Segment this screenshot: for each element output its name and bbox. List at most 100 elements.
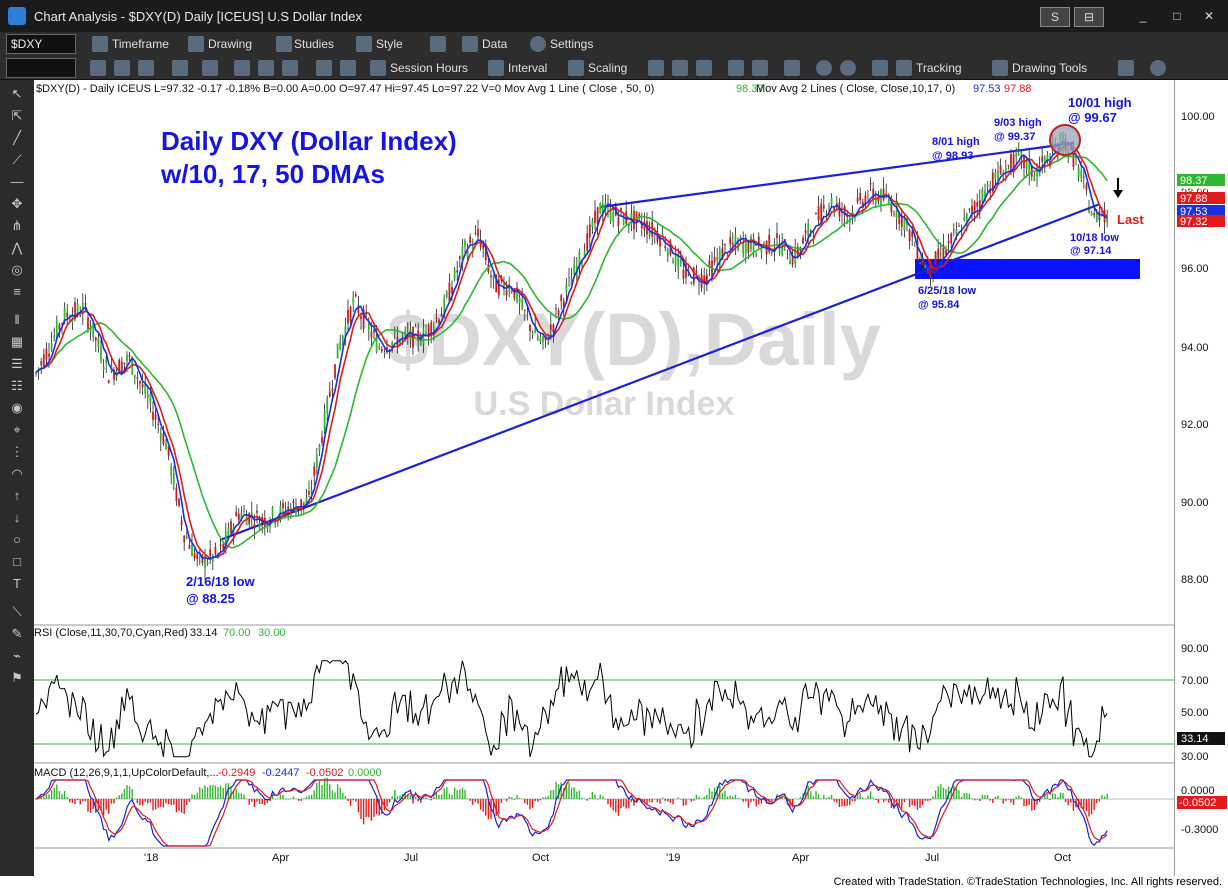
candle-body xyxy=(692,267,695,284)
ma50-line xyxy=(35,155,1108,549)
candle-body xyxy=(994,172,997,180)
layout-button[interactable]: ⊟ xyxy=(1074,7,1104,27)
macd-hist-bar xyxy=(830,794,833,799)
candle-body xyxy=(557,310,560,316)
macd-hist-bar xyxy=(1038,799,1041,802)
s-button[interactable]: S xyxy=(1040,7,1070,27)
secondary-symbol-input[interactable] xyxy=(6,58,76,78)
cycle-icon[interactable]: ⋮ xyxy=(10,444,24,459)
trendline-icon[interactable]: ╱ xyxy=(13,130,21,145)
candle-body xyxy=(380,348,383,352)
text-tool-icon[interactable]: T xyxy=(13,576,21,591)
chart-canvas[interactable]: $DXY(D),Daily U.S Dollar Index $DXY(D) -… xyxy=(34,80,1174,876)
candle-body xyxy=(939,253,942,255)
close-button[interactable]: ✕ xyxy=(1203,9,1215,23)
bar-chart-icon[interactable] xyxy=(648,60,664,76)
layout-icon[interactable] xyxy=(430,36,446,52)
macd-hist-bar xyxy=(680,799,682,800)
fork-icon[interactable]: ⋔ xyxy=(11,218,23,233)
ohlc-icon[interactable] xyxy=(696,60,712,76)
spiral-icon[interactable]: ◉ xyxy=(11,400,23,415)
candle-body xyxy=(757,236,760,247)
drawing-menu[interactable]: Drawing xyxy=(208,37,253,51)
macd-hist-bar xyxy=(118,795,120,799)
settings-menu[interactable]: Settings xyxy=(550,37,594,51)
channel-icon[interactable]: ☰ xyxy=(11,356,23,371)
candlestick-icon[interactable] xyxy=(672,60,688,76)
regression-icon[interactable]: ☷ xyxy=(11,378,23,393)
candle-body xyxy=(474,233,477,235)
macd-hist-bar xyxy=(50,789,53,799)
window-icon[interactable] xyxy=(138,60,154,76)
minimize-button[interactable]: _ xyxy=(1139,9,1147,23)
candle-body xyxy=(126,355,128,362)
cross-arrows-icon[interactable]: ✥ xyxy=(11,196,23,211)
rectangle-icon[interactable]: □ xyxy=(13,554,21,569)
down-arrow-icon[interactable]: ↓ xyxy=(13,510,21,525)
strategy-icon[interactable] xyxy=(316,60,332,76)
tracking-menu[interactable]: Tracking xyxy=(916,61,962,75)
chart-area[interactable]: $DXY(D),Daily U.S Dollar Index $DXY(D) -… xyxy=(34,80,1174,876)
candle-body xyxy=(622,215,625,225)
hide-drawings-icon[interactable]: ⚑ xyxy=(11,670,23,685)
magnet-icon[interactable]: ⌁ xyxy=(13,648,21,663)
candle-body xyxy=(331,388,334,392)
percent-icon[interactable] xyxy=(234,60,250,76)
style-menu[interactable]: Style xyxy=(376,37,403,51)
gann-icon[interactable]: ⌖ xyxy=(13,422,21,437)
price-axis[interactable]: 100.00 98.00 96.00 94.00 92.00 90.00 88.… xyxy=(1174,80,1228,876)
pitchfork-icon[interactable]: ⋀ xyxy=(11,240,23,255)
chat-icon[interactable] xyxy=(1150,60,1166,76)
fib-icon[interactable]: ≡ xyxy=(13,284,21,299)
up-arrow-icon[interactable]: ↑ xyxy=(13,488,21,503)
pointer-icon[interactable]: ↖ xyxy=(11,86,23,101)
macd-hist-bar xyxy=(136,799,139,804)
session-hours-menu[interactable]: Session Hours xyxy=(390,61,469,75)
ray-icon[interactable]: ⟋ xyxy=(12,152,22,167)
find-icon[interactable] xyxy=(282,60,298,76)
macd-hist-bar xyxy=(287,799,289,800)
candle-body xyxy=(263,517,266,528)
eraser-icon[interactable]: ✎ xyxy=(11,626,23,641)
zoom-out-icon[interactable] xyxy=(840,60,856,76)
drawing-tools-menu[interactable]: Drawing Tools xyxy=(1012,61,1088,75)
interval-menu[interactable]: Interval xyxy=(508,61,548,75)
table-icon[interactable] xyxy=(340,60,356,76)
macd-hist-bar xyxy=(347,799,349,802)
studies-menu[interactable]: Studies xyxy=(294,37,335,51)
ellipse-icon[interactable]: ○ xyxy=(13,532,21,547)
macd-hist-bar xyxy=(919,799,921,808)
snapshot-icon[interactable] xyxy=(258,60,274,76)
histogram-icon[interactable] xyxy=(752,60,768,76)
grid-tool-icon[interactable]: ▦ xyxy=(10,334,24,349)
macd-hist-bar xyxy=(326,777,328,799)
macd-hist-bar xyxy=(534,799,536,802)
horizontal-line-icon[interactable]: — xyxy=(10,174,24,189)
bars-icon[interactable]: ‖ xyxy=(14,312,20,327)
macd-hist-bar xyxy=(84,799,87,802)
macd-hist-bar xyxy=(882,799,885,803)
settings-gear-icon xyxy=(530,36,546,52)
zoom-in-icon[interactable] xyxy=(816,60,832,76)
select-icon[interactable]: ⇱ xyxy=(11,108,23,123)
chart-grid-icon[interactable] xyxy=(872,60,888,76)
candle-body xyxy=(861,201,864,209)
price-tick-94: 94.00 xyxy=(1181,342,1209,354)
timeframe-menu[interactable]: Timeframe xyxy=(112,37,169,51)
volume-icon[interactable] xyxy=(728,60,744,76)
target-icon[interactable] xyxy=(202,60,218,76)
refresh-icon[interactable] xyxy=(172,60,188,76)
candle-body xyxy=(94,337,97,341)
grid-icon[interactable] xyxy=(114,60,130,76)
data-menu[interactable]: Data xyxy=(482,37,508,51)
export-icon[interactable] xyxy=(1118,60,1134,76)
compress-icon[interactable] xyxy=(784,60,800,76)
circle-tool-icon[interactable]: ◎ xyxy=(11,262,23,277)
arc-icon[interactable]: ◠ xyxy=(11,466,23,481)
measure-icon[interactable]: ⟍ xyxy=(12,604,22,619)
symbol-input[interactable]: $DXY xyxy=(6,34,76,54)
scaling-menu[interactable]: Scaling xyxy=(588,61,628,75)
link-icon[interactable] xyxy=(90,60,106,76)
macd-hist-bar xyxy=(466,798,469,799)
maximize-button[interactable]: □ xyxy=(1173,9,1181,23)
